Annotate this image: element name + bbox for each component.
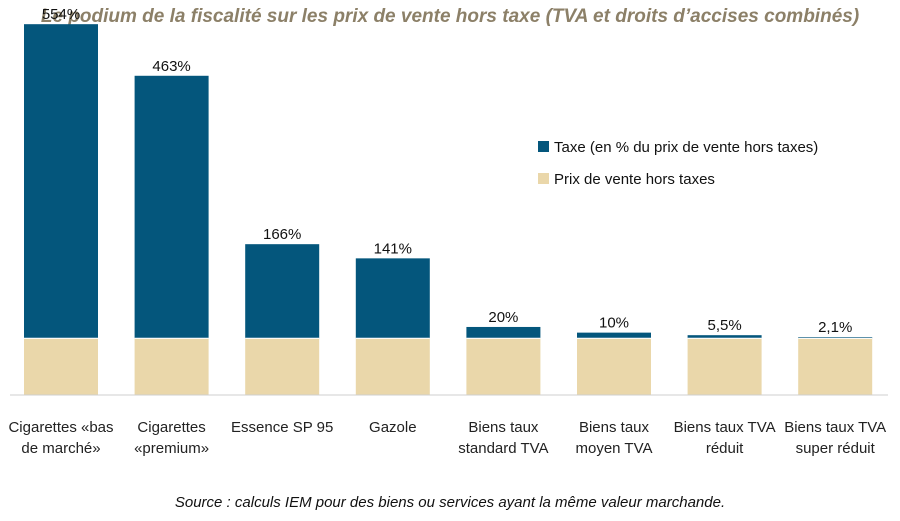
category-label-1-0: Cigarettes <box>137 419 205 436</box>
bar-base-7 <box>798 338 873 395</box>
legend-label-0: Taxe (en % du prix de vente hors taxes) <box>554 139 818 156</box>
chart-title: Le podium de la fiscalité sur les prix d… <box>40 6 860 27</box>
category-label-6-1: réduit <box>706 440 744 457</box>
chart-source: Source : calculs IEM pour des biens ou s… <box>174 494 726 511</box>
category-label-4-1: standard TVA <box>458 440 548 457</box>
category-label-7-1: super réduit <box>796 440 876 457</box>
data-label-1: 463% <box>152 58 190 75</box>
category-label-1-1: «premium» <box>134 440 209 457</box>
legend: Taxe (en % du prix de vente hors taxes) P… <box>538 139 818 188</box>
bar-tax-6 <box>687 335 762 339</box>
bar-tax-0 <box>24 24 98 339</box>
bar-base-0 <box>24 338 98 395</box>
bar-base-2 <box>245 338 320 395</box>
category-labels-group: Cigarettes «bas de marché» Cigarettes «prem… <box>8 419 886 457</box>
category-label-0-1: de marché» <box>21 440 100 457</box>
bar-tax-4 <box>466 326 541 339</box>
data-label-0: 554% <box>42 6 80 23</box>
legend-label-1: Prix de vente hors taxes <box>554 171 715 188</box>
category-label-5-0: Biens taux <box>579 419 650 436</box>
legend-swatch-0 <box>538 141 549 152</box>
category-label-6-0: Biens taux TVA <box>674 419 776 436</box>
bar-tax-1 <box>134 75 209 339</box>
category-label-2-0: Essence SP 95 <box>231 419 333 436</box>
category-label-4-0: Biens taux <box>468 419 539 436</box>
legend-swatch-1 <box>538 173 549 184</box>
bar-base-1 <box>134 338 209 395</box>
data-label-7: 2,1% <box>818 319 852 336</box>
data-label-4: 20% <box>488 309 518 326</box>
data-labels-group: 554% 463% 166% 141% 20% 10% 5,5% 2,1% <box>42 6 852 336</box>
category-label-7-0: Biens taux TVA <box>784 419 886 436</box>
category-label-3-0: Gazole <box>369 419 417 436</box>
category-label-5-1: moyen TVA <box>576 440 653 457</box>
data-label-6: 5,5% <box>707 317 741 334</box>
bar-tax-5 <box>577 332 651 339</box>
bar-base-6 <box>687 338 762 395</box>
data-label-2: 166% <box>263 226 301 243</box>
bar-base-3 <box>355 338 430 395</box>
bar-tax-3 <box>355 258 430 339</box>
bar-base-5 <box>577 338 651 395</box>
bars-group <box>24 24 873 395</box>
bar-base-4 <box>466 338 541 395</box>
bar-tax-2 <box>245 244 320 339</box>
data-label-5: 10% <box>599 315 629 332</box>
category-label-0-0: Cigarettes «bas <box>8 419 113 436</box>
data-label-3: 141% <box>374 240 412 257</box>
